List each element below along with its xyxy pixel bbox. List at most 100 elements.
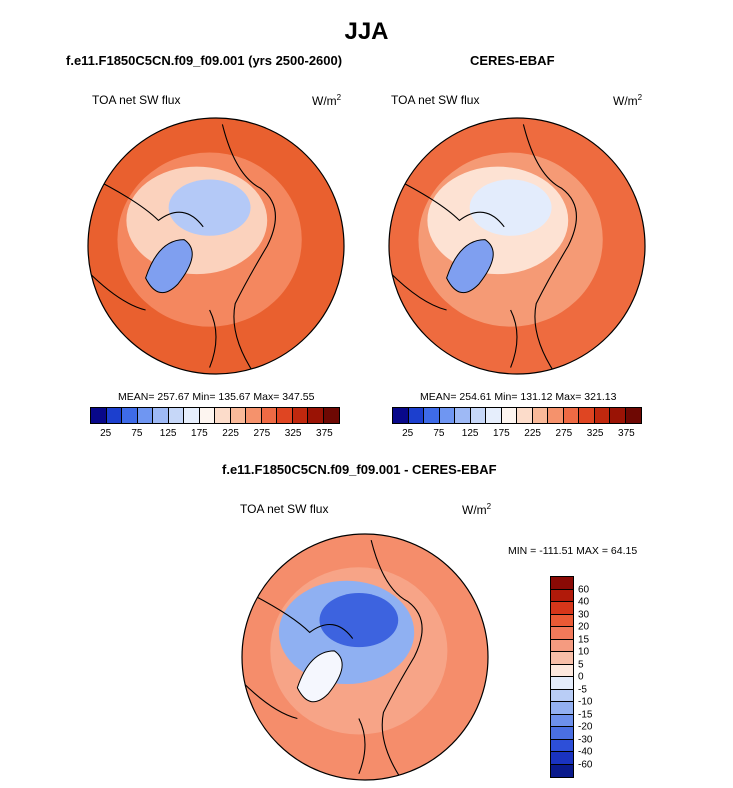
field-ice (319, 593, 399, 648)
panel1-variable: TOA net SW flux (92, 93, 181, 107)
colorbar-box (563, 408, 579, 423)
colorbar-tick-label: 25 (100, 428, 112, 439)
colorbar-tick-label: 20 (578, 621, 590, 633)
colorbar-box (551, 589, 573, 602)
colorbar-box (199, 408, 215, 423)
panel1-title: f.e11.F1850C5CN.f09_f09.001 (yrs 2500-26… (66, 53, 343, 68)
colorbar-tick-label: 175 (191, 428, 208, 439)
coastline (242, 681, 298, 720)
field-greenland (446, 239, 494, 293)
colorbar-box (137, 408, 153, 423)
coastline (389, 271, 447, 311)
field-greenland (296, 650, 343, 703)
coastline (209, 309, 217, 368)
colorbar-tick-label: -20 (578, 721, 593, 733)
colorbar-box (501, 408, 517, 423)
colorbar-box (551, 577, 573, 590)
panel3-stats: MIN = -111.51 MAX = 64.15 (508, 545, 638, 557)
colorbar-box (551, 727, 573, 740)
colorbar-tick-label: 225 (222, 428, 239, 439)
colorbar-box (551, 739, 573, 752)
panel2-polar-map (388, 117, 646, 375)
colorbar-box (551, 714, 573, 727)
colorbar-box (439, 408, 455, 423)
field-ice (168, 179, 251, 236)
colorbar-box (246, 408, 262, 423)
coastline (242, 588, 354, 639)
colorbar-box (625, 408, 641, 423)
colorbar-box (610, 408, 626, 423)
panel2-stats: MEAN= 254.61 Min= 131.12 Max= 321.13 (420, 391, 617, 403)
colorbar-box (594, 408, 610, 423)
colorbar-box (517, 408, 533, 423)
colorbar-tick-label: 60 (578, 584, 590, 595)
colorbar-box (551, 677, 573, 690)
panel2-colorbar-labels: 25 75 125 175 225 275 325 375 (392, 428, 642, 442)
colorbar-box (470, 408, 486, 423)
colorbar-box (579, 408, 595, 423)
coastline (221, 124, 276, 247)
field-ice (469, 179, 552, 236)
colorbar-box (551, 614, 573, 627)
panel2-units-base: W/m (613, 94, 638, 108)
colorbar-box (393, 408, 409, 423)
panel1-polar-map (87, 117, 345, 375)
colorbar-box (551, 652, 573, 665)
colorbar-box (551, 764, 573, 777)
colorbar-box (122, 408, 138, 423)
panel1-units: W/m2 (312, 93, 341, 108)
coastline (522, 124, 577, 247)
panel3-units-base: W/m (462, 503, 487, 517)
coastline (381, 656, 415, 780)
colorbar-tick-label: 275 (555, 428, 573, 439)
panel2-title: CERES-EBAF (470, 53, 555, 68)
colorbar-tick-label: -40 (578, 746, 593, 758)
panel3-colorbar (550, 576, 574, 778)
panel2-colorbar (392, 407, 642, 424)
colorbar-tick-label: 10 (578, 646, 590, 658)
colorbar-box (551, 639, 573, 652)
map-border (87, 117, 345, 375)
colorbar-tick-label: 225 (524, 428, 541, 439)
colorbar-box (168, 408, 184, 423)
panel3-units-sup: 2 (486, 502, 492, 511)
panel3-polar-map (241, 533, 489, 781)
panel3-title: f.e11.F1850C5CN.f09_f09.001 - CERES-EBAF (222, 462, 497, 477)
colorbar-tick-label: 15 (578, 634, 590, 645)
panel3-variable: TOA net SW flux (240, 502, 329, 516)
colorbar-tick-label: -30 (578, 734, 593, 745)
colorbar-box (486, 408, 502, 423)
panel2-units-sup: 2 (637, 93, 643, 102)
colorbar-box (548, 408, 564, 423)
colorbar-box (408, 408, 424, 423)
coastline (88, 175, 204, 228)
coastline (233, 245, 268, 374)
panel2-variable: TOA net SW flux (391, 93, 480, 107)
coastline (358, 718, 366, 775)
colorbar-tick-label: -5 (578, 684, 587, 695)
colorbar-box (455, 408, 471, 423)
colorbar-box (153, 408, 169, 423)
colorbar-tick-label: 75 (131, 428, 143, 439)
figure-title: JJA (344, 18, 389, 45)
colorbar-tick-label: 5 (578, 659, 584, 670)
colorbar-tick-label: 375 (316, 428, 333, 439)
map-border (388, 117, 646, 375)
colorbar-box (551, 702, 573, 715)
colorbar-box (551, 664, 573, 677)
coastline (370, 540, 423, 658)
colorbar-box (551, 627, 573, 640)
colorbar-box (91, 408, 107, 423)
colorbar-tick-label: 40 (578, 596, 590, 608)
colorbar-tick-label: -60 (578, 759, 593, 770)
colorbar-box (424, 408, 440, 423)
panel1-units-base: W/m (312, 94, 337, 108)
colorbar-box (261, 408, 277, 423)
colorbar-box (184, 408, 200, 423)
colorbar-box (323, 408, 339, 423)
field-greenland (145, 239, 193, 293)
panel1-units-sup: 2 (336, 93, 342, 102)
colorbar-tick-label: 125 (159, 428, 177, 439)
colorbar-tick-label: 325 (284, 428, 302, 439)
panel2-units: W/m2 (613, 93, 642, 108)
